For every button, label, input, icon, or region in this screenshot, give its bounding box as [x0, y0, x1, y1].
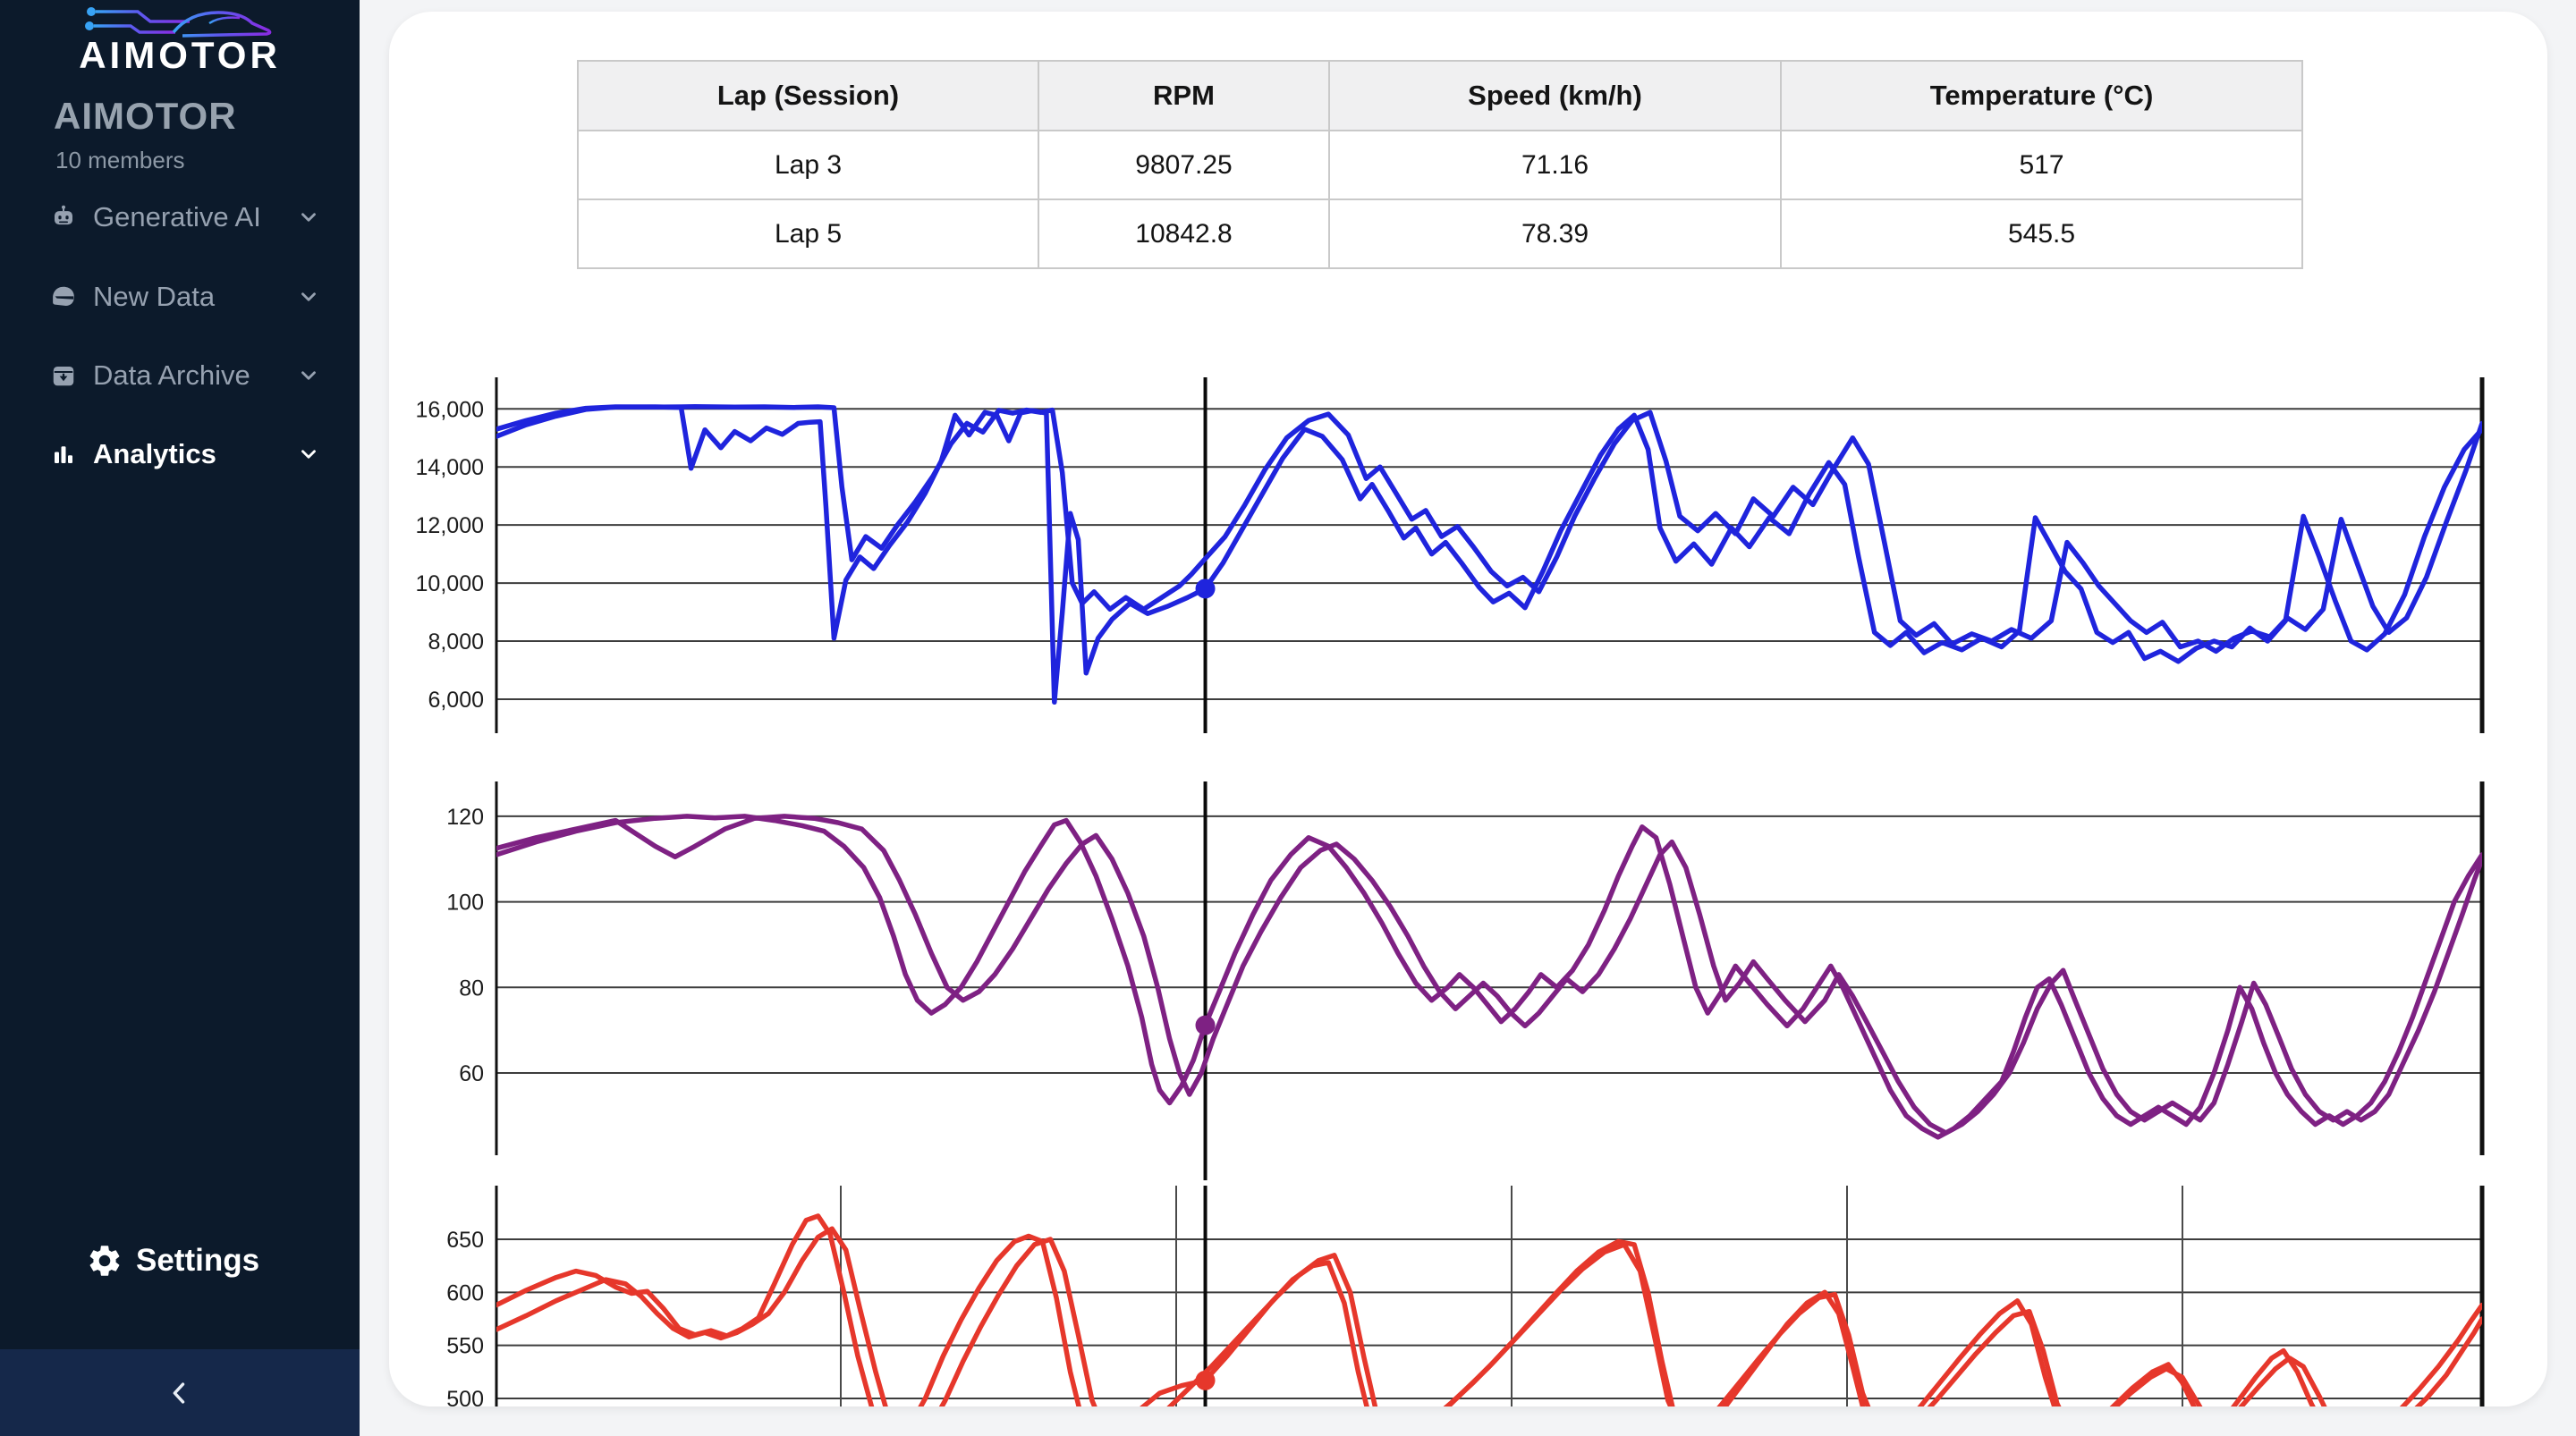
lap-5-rpm-line [496, 404, 2482, 655]
lap-5-speed-line [496, 814, 2482, 1136]
sidebar-item-label: Generative AI [93, 201, 261, 232]
archive-icon [53, 367, 74, 386]
cell-rpm: 9807.25 [1038, 130, 1330, 200]
settings-label: Settings [136, 1243, 260, 1278]
table-row[interactable]: Lap 5 10842.8 78.39 545.5 [577, 199, 2303, 269]
cell-speed: 71.16 [1328, 130, 1782, 200]
chevron-down-icon[interactable] [297, 206, 320, 229]
team-members-count: 10 members [55, 147, 185, 173]
lap-3-temperature-line [496, 1213, 2482, 1406]
cell-speed: 78.39 [1328, 199, 1782, 269]
y-tick-label: 600 [446, 1280, 484, 1305]
sidebar-item-label: New Data [93, 281, 216, 312]
settings-button[interactable]: Settings [0, 1229, 360, 1292]
robot-icon [55, 205, 72, 225]
cursor-dot [1195, 579, 1216, 599]
lap-summary-table: Lap (Session) RPM Speed (km/h) Temperatu… [577, 60, 2303, 269]
y-tick-label: 16,000 [416, 397, 484, 422]
cursor-dot [1195, 1370, 1216, 1390]
sidebar-item-new-data[interactable]: New Data [0, 269, 360, 325]
cell-temperature: 517 [1780, 130, 2303, 200]
header-lap[interactable]: Lap (Session) [577, 60, 1039, 131]
chevron-left-icon [173, 1381, 185, 1404]
y-tick-label: 60 [459, 1061, 484, 1086]
y-tick-label: 650 [446, 1228, 484, 1253]
cell-rpm: 10842.8 [1038, 199, 1330, 269]
y-tick-label: 12,000 [416, 513, 484, 538]
sidebar-item-analytics[interactable]: Analytics [0, 427, 360, 482]
chevron-down-icon[interactable] [297, 285, 320, 308]
team-name: AIMOTOR [54, 95, 237, 137]
y-tick-label: 100 [446, 891, 484, 916]
y-tick-label: 500 [446, 1387, 484, 1412]
sidebar-collapse-button[interactable] [0, 1349, 360, 1436]
header-temperature[interactable]: Temperature (°C) [1780, 60, 2303, 131]
logo[interactable]: AIMOTOR [0, 4, 360, 77]
sidebar-item-label: Analytics [93, 438, 216, 469]
y-tick-label: 10,000 [416, 571, 484, 596]
table-row[interactable]: Lap 3 9807.25 71.16 517 [577, 130, 2303, 200]
y-tick-label: 14,000 [416, 455, 484, 480]
cell-lap: Lap 5 [577, 199, 1039, 269]
cursor-dot [1195, 1015, 1216, 1035]
table-header-row: Lap (Session) RPM Speed (km/h) Temperatu… [577, 60, 2303, 131]
header-speed[interactable]: Speed (km/h) [1328, 60, 1782, 131]
cell-temperature: 545.5 [1780, 199, 2303, 269]
logo-wordmark: AIMOTOR [79, 34, 281, 76]
y-tick-label: 120 [446, 805, 484, 830]
sidebar-item-label: Data Archive [93, 359, 250, 391]
lap-3-speed-line [496, 814, 2482, 1140]
lap-3-rpm-line [496, 404, 2482, 705]
chevron-down-icon[interactable] [297, 364, 320, 387]
lap-5-temperature-line [496, 1226, 2482, 1406]
y-tick-label: 80 [459, 976, 484, 1001]
chevron-down-icon[interactable] [297, 443, 320, 466]
header-rpm[interactable]: RPM [1038, 60, 1330, 131]
logo-car-circuit-icon [85, 7, 272, 38]
sidebar-item-generative-ai[interactable]: Generative AI [0, 190, 360, 245]
y-tick-label: 550 [446, 1334, 484, 1359]
y-tick-label: 8,000 [428, 629, 484, 655]
sidebar: AIMOTOR AIMOTOR 10 members Generative AI [0, 0, 360, 1436]
gear-icon [89, 1246, 120, 1276]
helmet-icon [53, 286, 74, 306]
cell-lap: Lap 3 [577, 130, 1039, 200]
sidebar-item-data-archive[interactable]: Data Archive [0, 348, 360, 403]
y-tick-label: 6,000 [428, 688, 484, 713]
bar-chart-icon [55, 446, 72, 463]
